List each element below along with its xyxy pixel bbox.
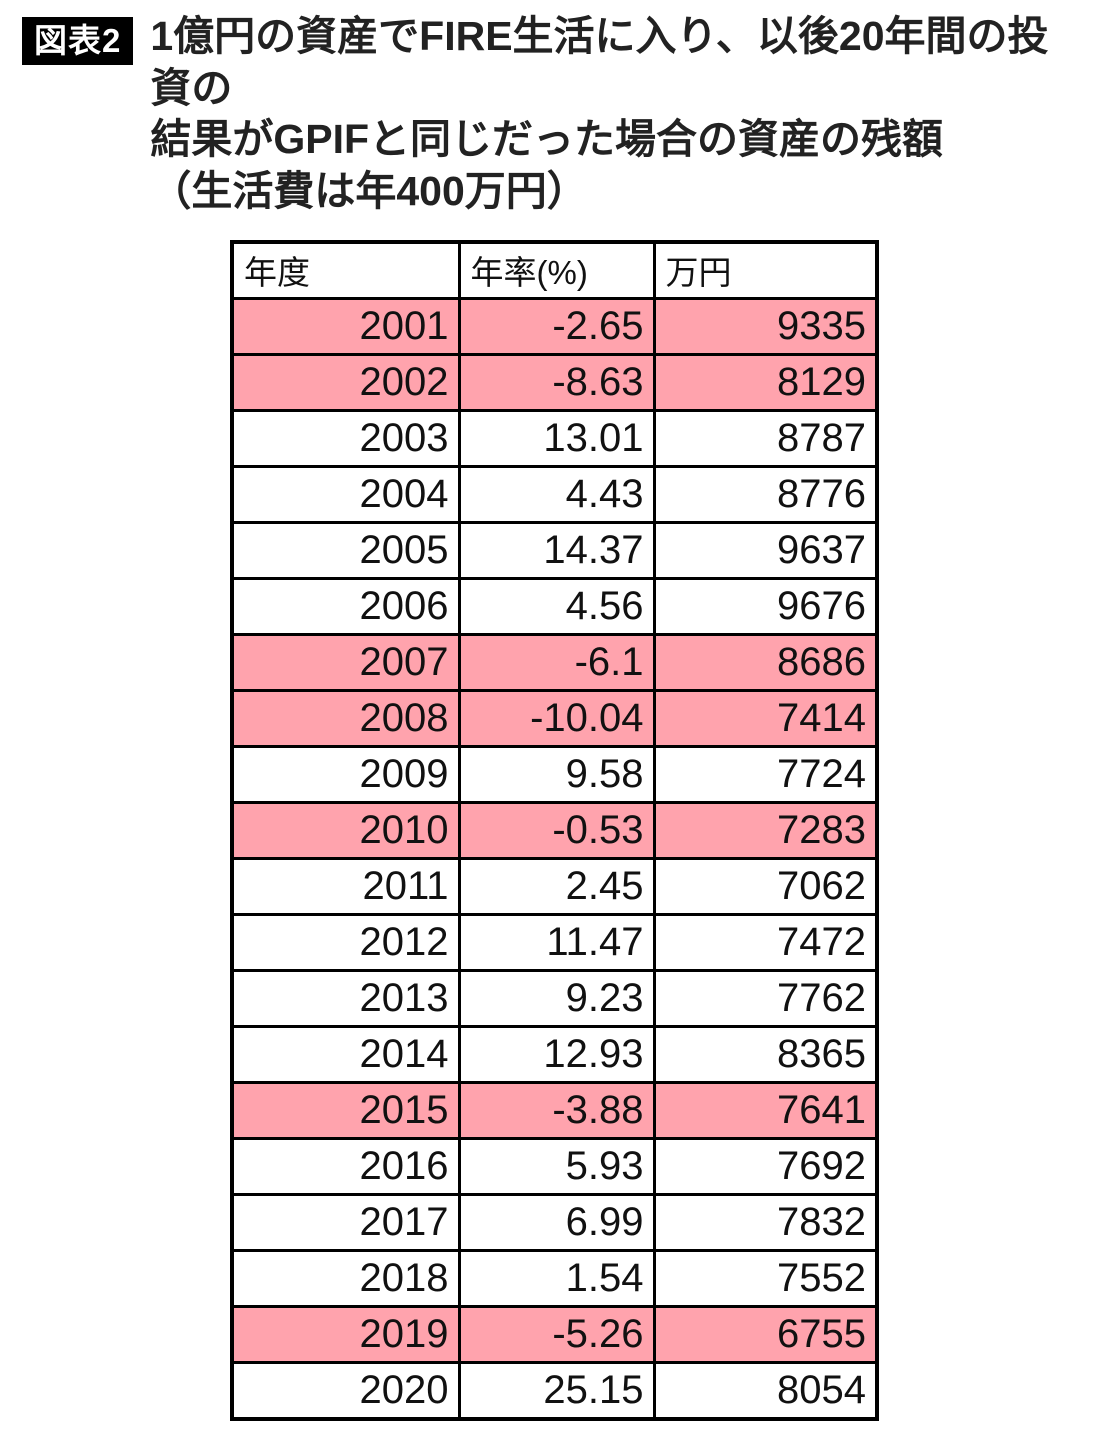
year-cell: 2007 [230,633,461,693]
rate-cell: 5.93 [457,1137,656,1197]
table-row: 2002 -8.63 8129 [230,353,879,413]
year-cell: 2017 [230,1193,461,1253]
amount-cell: 7641 [652,1081,879,1141]
table-row: 2018 1.54 7552 [230,1249,879,1309]
table-row: 2013 9.23 7762 [230,969,879,1029]
amount-cell: 7062 [652,857,879,917]
rate-cell: 9.58 [457,745,656,805]
figure-badge: 図表2 [22,17,134,65]
year-cell: 2018 [230,1249,461,1309]
year-cell: 2006 [230,577,461,637]
rate-cell: 4.56 [457,577,656,637]
amount-cell: 9637 [652,521,879,581]
amount-cell: 7472 [652,913,879,973]
rate-cell: 2.45 [457,857,656,917]
amount-cell: 7762 [652,969,879,1029]
year-cell: 2003 [230,409,461,469]
amount-cell: 8776 [652,465,879,525]
amount-cell: 7692 [652,1137,879,1197]
amount-cell: 7724 [652,745,879,805]
year-cell: 2015 [230,1081,461,1141]
column-header-amount: 万円 [652,240,879,301]
table-row: 2008 -10.04 7414 [230,689,879,749]
table-row: 2006 4.56 9676 [230,577,879,637]
table-row: 2014 12.93 8365 [230,1025,879,1085]
column-header-rate: 年率(%) [457,240,656,301]
table-row: 2007 -6.1 8686 [230,633,879,693]
year-cell: 2010 [230,801,461,861]
table-row: 2001 -2.65 9335 [230,297,879,357]
table-row: 2011 2.45 7062 [230,857,879,917]
figure-header: 図表2 1億円の資産でFIRE生活に入り、以後20年間の投資の結果がGPIFと同… [0,0,1100,218]
rate-cell: -8.63 [457,353,656,413]
year-cell: 2008 [230,689,461,749]
figure-title: 1億円の資産でFIRE生活に入り、以後20年間の投資の結果がGPIFと同じだった… [150,11,1080,218]
year-cell: 2009 [230,745,461,805]
rate-cell: -6.1 [457,633,656,693]
year-cell: 2004 [230,465,461,525]
rate-cell: 9.23 [457,969,656,1029]
year-cell: 2011 [230,857,461,917]
rate-cell: 11.47 [457,913,656,973]
table-row: 2020 25.15 8054 [230,1361,879,1421]
rate-cell: 13.01 [457,409,656,469]
amount-cell: 7552 [652,1249,879,1309]
figure-title-line: 1億円の資産でFIRE生活に入り、以後20年間の投資の [150,13,1049,111]
amount-cell: 8686 [652,633,879,693]
amount-cell: 8365 [652,1025,879,1085]
rate-cell: 4.43 [457,465,656,525]
rate-cell: -2.65 [457,297,656,357]
year-cell: 2002 [230,353,461,413]
year-cell: 2001 [230,297,461,357]
year-cell: 2016 [230,1137,461,1197]
table-row: 2015 -3.88 7641 [230,1081,879,1141]
year-cell: 2014 [230,1025,461,1085]
asset-table: 年度 年率(%) 万円 2001 -2.65 9335 2002 -8.63 8129 20… [230,239,879,1421]
year-cell: 2013 [230,969,461,1029]
amount-cell: 9676 [652,577,879,637]
amount-cell: 6755 [652,1305,879,1365]
rate-cell: -5.26 [457,1305,656,1365]
table-header-row: 年度 年率(%) 万円 [230,240,879,301]
rate-cell: 1.54 [457,1249,656,1309]
table-row: 2005 14.37 9637 [230,521,879,581]
rate-cell: 6.99 [457,1193,656,1253]
amount-cell: 9335 [652,297,879,357]
rate-cell: -3.88 [457,1081,656,1141]
table-row: 2004 4.43 8776 [230,465,879,525]
table-row: 2009 9.58 7724 [230,745,879,805]
table-row: 2010 -0.53 7283 [230,801,879,861]
amount-cell: 8129 [652,353,879,413]
table-row: 2012 11.47 7472 [230,913,879,973]
table-row: 2016 5.93 7692 [230,1137,879,1197]
rate-cell: 25.15 [457,1361,656,1421]
amount-cell: 7832 [652,1193,879,1253]
amount-cell: 7283 [652,801,879,861]
year-cell: 2005 [230,521,461,581]
year-cell: 2012 [230,913,461,973]
amount-cell: 7414 [652,689,879,749]
rate-cell: 14.37 [457,521,656,581]
amount-cell: 8054 [652,1361,879,1421]
year-cell: 2020 [230,1361,461,1421]
table-body: 2001 -2.65 9335 2002 -8.63 8129 2003 13.01 8787 2… [230,297,879,1421]
column-header-year: 年度 [230,240,461,301]
table-row: 2017 6.99 7832 [230,1193,879,1253]
figure-title-line: 結果がGPIFと同じだった場合の資産の残額 [150,116,944,163]
rate-cell: -0.53 [457,801,656,861]
rate-cell: 12.93 [457,1025,656,1085]
year-cell: 2019 [230,1305,461,1365]
rate-cell: -10.04 [457,689,656,749]
table-row: 2019 -5.26 6755 [230,1305,879,1365]
figure-title-line: （生活費は年400万円） [150,167,588,214]
table-row: 2003 13.01 8787 [230,409,879,469]
amount-cell: 8787 [652,409,879,469]
